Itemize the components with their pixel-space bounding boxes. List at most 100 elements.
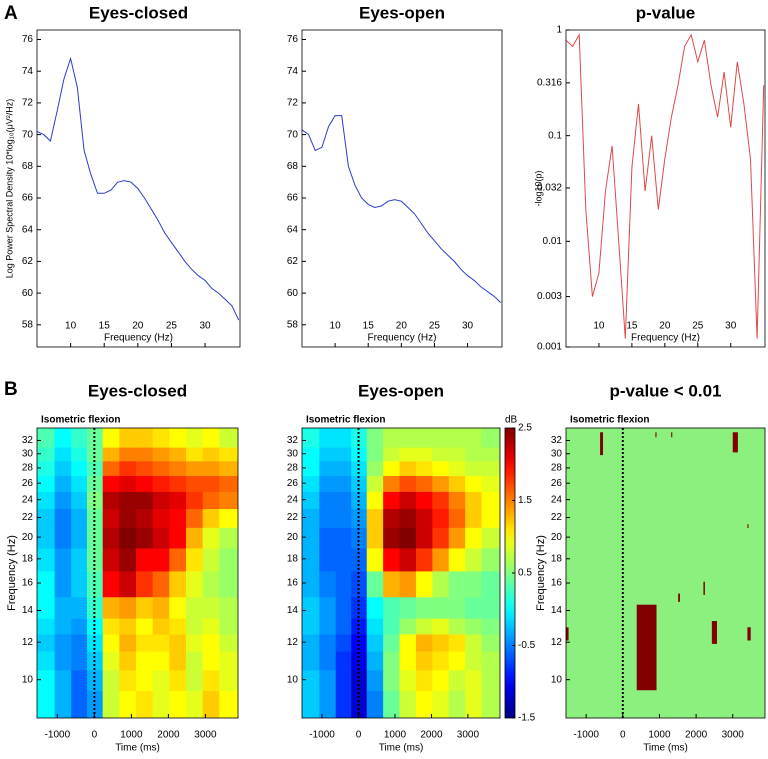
plot-background (566, 428, 765, 718)
heat-cell (86, 547, 104, 572)
data-line (566, 33, 765, 339)
chart-title: Eyes-open (358, 381, 444, 400)
heat-cell (152, 547, 170, 572)
heat-cell (366, 618, 384, 635)
heat-cell (432, 651, 450, 671)
axes-frame (565, 29, 766, 348)
heat-cell (54, 547, 72, 572)
heat-cell (152, 491, 170, 510)
y-tick-label: 76 (287, 34, 299, 45)
heat-cell (152, 475, 170, 492)
x-tick-label: 25 (166, 321, 178, 332)
heat-cell (383, 669, 401, 692)
heat-cell (219, 428, 238, 448)
heat-cell (448, 633, 466, 652)
y-tick-label: 24 (551, 494, 563, 505)
x-tick-label: 10 (593, 321, 605, 332)
heat-cell (465, 633, 483, 652)
x-tick-label: 25 (429, 321, 441, 332)
heat-cell (432, 547, 450, 572)
heat-cell (136, 527, 154, 549)
heat-cell (54, 447, 72, 462)
heat-cell (481, 669, 500, 692)
chart-title: Eyes-closed (88, 381, 187, 400)
heat-cell (54, 618, 72, 635)
heat-cell (319, 596, 337, 619)
y-tick-label: 72 (287, 98, 299, 109)
heat-cell (319, 570, 337, 598)
heat-cell (136, 570, 154, 598)
heat-cell (415, 460, 433, 477)
significant-region (671, 432, 673, 438)
y-tick-label: 20 (287, 532, 299, 543)
significant-region (678, 593, 680, 602)
heat-cell (71, 447, 88, 462)
y-tick-label: 16 (287, 578, 299, 589)
heat-cell (383, 651, 401, 671)
x-tick-label: 0 (92, 730, 98, 741)
heat-cell (335, 475, 352, 492)
plot-area (302, 115, 502, 303)
x-tick-label: 15 (363, 321, 375, 332)
heat-cell (169, 508, 187, 528)
heat-cell (185, 596, 204, 619)
heat-cell (432, 690, 450, 718)
heat-cell (71, 428, 88, 448)
heat-cell (366, 491, 384, 510)
heat-cell (302, 570, 320, 598)
heat-cell (71, 669, 88, 692)
heat-cell (152, 633, 170, 652)
heat-cell (432, 491, 450, 510)
heat-cell (202, 475, 220, 492)
heat-cell (399, 618, 417, 635)
heat-cell (152, 460, 170, 477)
heat-cell (202, 690, 220, 718)
y-tick-label: 18 (551, 553, 563, 564)
heat-cell (136, 428, 154, 448)
colorbar-tick-label: 2.5 (518, 423, 532, 434)
y-tick-label: 62 (287, 256, 299, 267)
heat-cell (185, 651, 204, 671)
heat-cell (202, 527, 220, 549)
x-tick-label: -1000 (45, 730, 71, 741)
heat-cell (219, 669, 238, 692)
heat-cell (366, 508, 384, 528)
heat-cell (448, 690, 466, 718)
heat-cell (399, 527, 417, 549)
heat-cell (71, 508, 88, 528)
heat-cell (102, 669, 120, 692)
heat-cell (302, 690, 320, 718)
heat-cell (71, 633, 88, 652)
heat-cell (119, 508, 137, 528)
heat-cell (102, 460, 120, 477)
heat-cell (102, 475, 120, 492)
y-tick-label: 30 (551, 448, 563, 459)
heat-cell (448, 428, 466, 448)
heat-cell (319, 651, 337, 671)
heat-cell (448, 669, 466, 692)
significant-region (747, 524, 749, 529)
heat-cell (448, 460, 466, 477)
x-tick-label: 25 (692, 321, 704, 332)
event-annotation: Isometric flexion (306, 415, 385, 426)
y-tick-label: 28 (22, 463, 34, 474)
x-axis-label: Time (ms) (643, 743, 688, 754)
heat-cell (152, 669, 170, 692)
significant-region (566, 627, 569, 641)
heat-cell (119, 491, 137, 510)
heat-cell (152, 618, 170, 635)
y-tick-label: 66 (287, 193, 299, 204)
colorbar-tick-label: 0.5 (518, 568, 532, 579)
panel-label: B (4, 379, 18, 400)
x-tick-label: 30 (462, 321, 474, 332)
heat-cell (185, 618, 204, 635)
heat-cell (399, 547, 417, 572)
heat-cell (169, 491, 187, 510)
heat-cell (71, 460, 88, 477)
heat-cell (335, 508, 352, 528)
heat-cell (219, 547, 238, 572)
heat-cell (302, 618, 320, 635)
heat-cell (465, 527, 483, 549)
heat-cell (152, 527, 170, 549)
heat-cell (383, 570, 401, 598)
